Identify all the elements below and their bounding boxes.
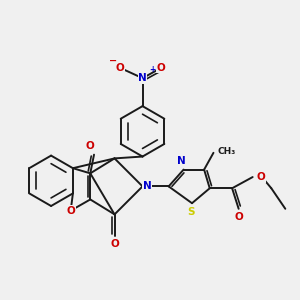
Text: O: O	[116, 63, 124, 73]
Text: N: N	[143, 182, 152, 191]
Text: O: O	[257, 172, 266, 182]
Text: O: O	[234, 212, 243, 222]
Text: N: N	[177, 156, 186, 166]
Text: N: N	[138, 73, 147, 83]
Text: +: +	[149, 64, 155, 74]
Text: O: O	[110, 239, 119, 249]
Text: S: S	[187, 207, 195, 217]
Text: O: O	[66, 206, 75, 216]
Text: O: O	[157, 63, 166, 73]
Text: CH₃: CH₃	[217, 147, 236, 156]
Text: −: −	[109, 56, 117, 66]
Text: O: O	[86, 141, 95, 151]
